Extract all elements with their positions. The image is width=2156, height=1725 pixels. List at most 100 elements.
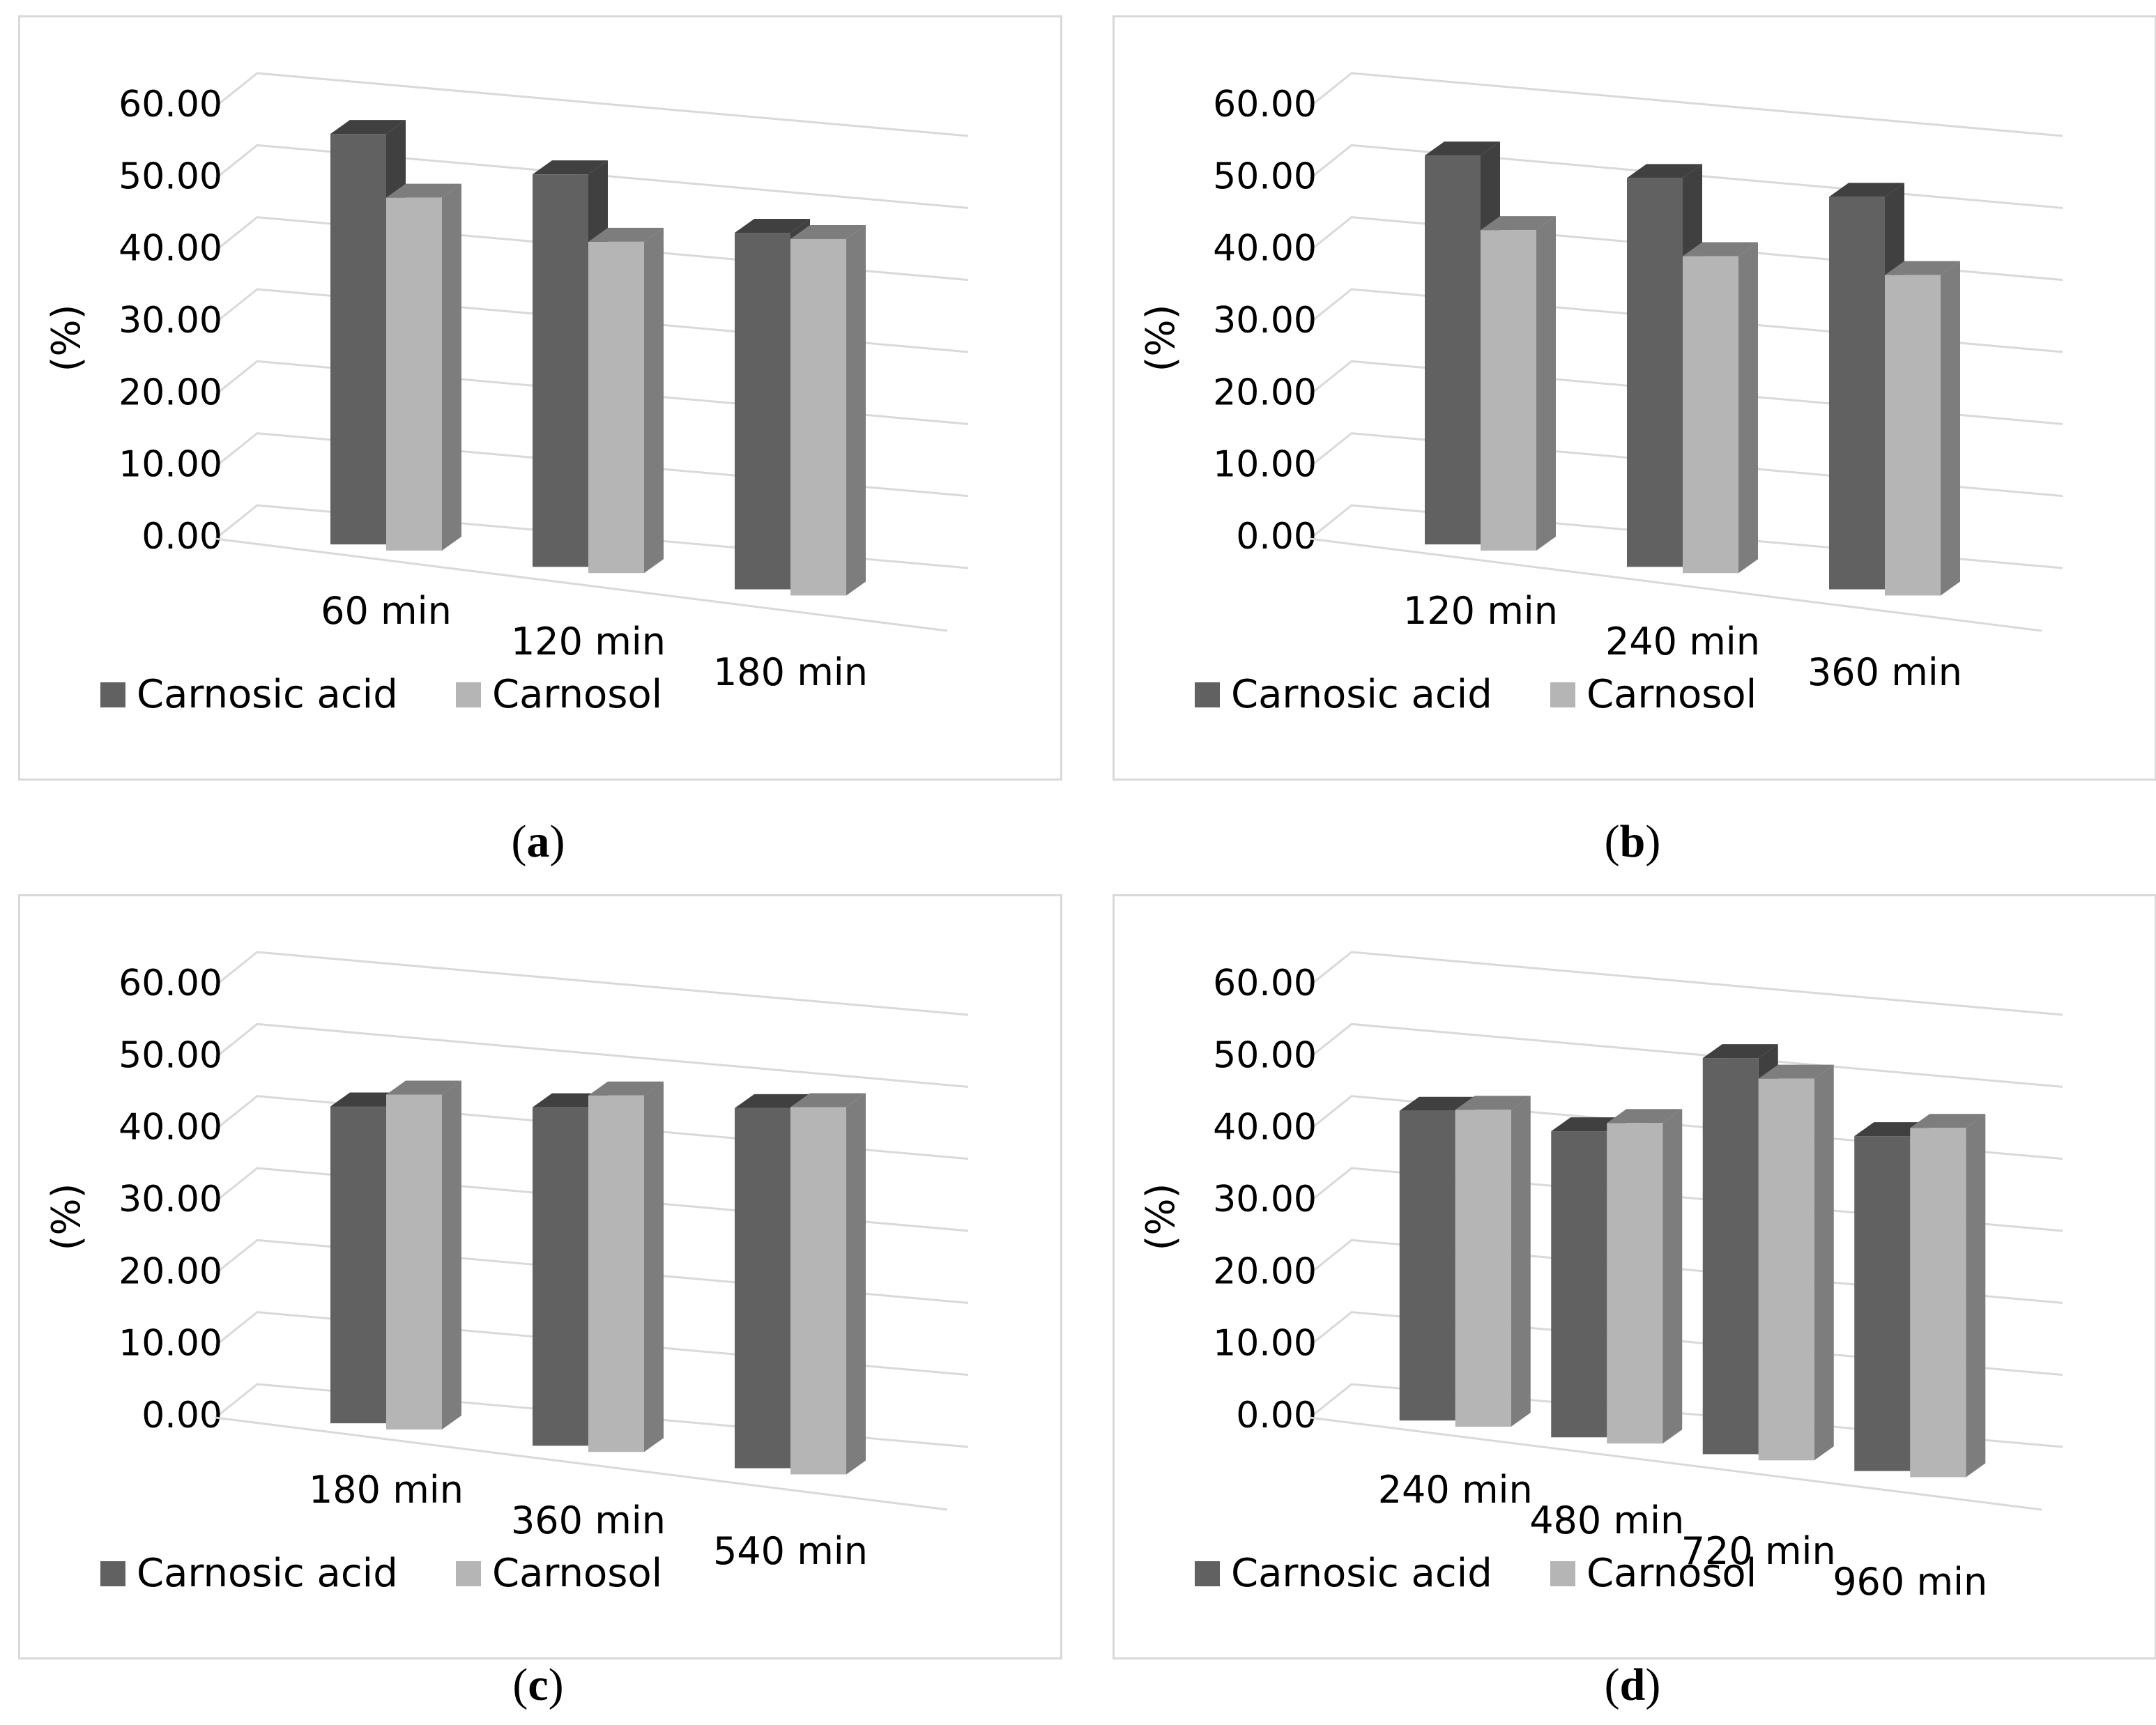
legend-label: Carnosol <box>1587 1551 1757 1596</box>
chart-a: 0.00 10.00 20.00 30.00 40.00 50.00 60.00 (%) 60 … <box>44 72 969 717</box>
gridline <box>215 951 969 1016</box>
bar-side-carnosol <box>1941 261 1960 596</box>
gridline <box>215 1095 969 1160</box>
y-tick-label: 10.00 <box>1213 1323 1317 1365</box>
bar-side-carnosol <box>1966 1114 1986 1478</box>
floor-line <box>215 537 948 632</box>
bar-carnosol <box>386 1094 442 1429</box>
caption-a: (a) <box>511 816 565 867</box>
bar-side-carnosol <box>644 227 664 574</box>
gridline <box>215 432 969 498</box>
bar-carnosic-acid <box>735 233 790 590</box>
x-category-label: 540 min <box>713 1529 868 1573</box>
y-tick-label: 20.00 <box>1213 1250 1317 1292</box>
y-tick-label: 40.00 <box>118 228 222 270</box>
y-tick-label: 60.00 <box>118 963 222 1004</box>
gridline <box>215 216 969 282</box>
bar-side-carnosol <box>442 183 461 551</box>
floor-line <box>1309 537 2042 632</box>
bar-top-carnosol <box>1481 216 1556 231</box>
y-tick-label: 60.00 <box>1213 963 1317 1004</box>
bar-top-carnosol <box>1683 242 1758 256</box>
legend-label: Carnosic acid <box>1231 672 1492 717</box>
bar-top-carnosol <box>1607 1109 1683 1124</box>
legend-swatch-carnosol <box>1550 1561 1575 1586</box>
gridline <box>215 1311 969 1377</box>
chart-panel-a: 0.00 10.00 20.00 30.00 40.00 50.00 60.00 (%) 60 … <box>18 15 1062 781</box>
y-axis-label: (%) <box>44 1183 89 1251</box>
bar-top-carnosol <box>588 1081 664 1096</box>
bar-carnosol <box>1455 1110 1511 1427</box>
y-tick-label: 0.00 <box>1236 1395 1317 1436</box>
legend-label: Carnosol <box>1587 672 1757 717</box>
y-axis-label: (%) <box>1138 1183 1184 1251</box>
bar-carnosic-acid <box>1551 1131 1607 1438</box>
bar-carnosic-acid <box>533 1107 588 1446</box>
legend-label: Carnosic acid <box>137 1551 398 1596</box>
legend-swatch-carnosol <box>456 1561 481 1586</box>
x-category-label: 240 min <box>1605 620 1760 664</box>
gridline <box>1309 288 2063 353</box>
bar-carnosic-acid <box>1829 197 1885 590</box>
bar-top-carnosic-acid <box>1627 164 1702 178</box>
bar-side-carnosol <box>644 1081 664 1452</box>
bar-carnosic-acid <box>1702 1058 1759 1455</box>
bar-side-carnosol <box>846 224 866 596</box>
legend-label: Carnosol <box>492 1551 662 1596</box>
x-category-label: 180 min <box>309 1468 464 1512</box>
bar-top-carnosic-acid <box>1425 141 1500 156</box>
y-axis-label: (%) <box>1138 305 1184 372</box>
x-category-label: 720 min <box>1681 1529 1836 1573</box>
gridline <box>215 72 969 137</box>
y-tick-label: 50.00 <box>118 155 222 197</box>
legend-label: Carnosol <box>492 672 662 717</box>
y-tick-label: 0.00 <box>1236 516 1317 558</box>
chart-d: 0.00 10.00 20.00 30.00 40.00 50.00 60.00 (%) 240… <box>1138 951 2063 1604</box>
caption-d: (d) <box>1604 1659 1661 1710</box>
bar-top-carnosol <box>1455 1096 1531 1110</box>
gridline <box>1309 72 2063 137</box>
gridline <box>1309 1022 2063 1088</box>
chart-panel-d: 0.00 10.00 20.00 30.00 40.00 50.00 60.00 (%) 240… <box>1113 894 2156 1659</box>
y-tick-label: 10.00 <box>118 444 222 486</box>
bar-side-carnosol <box>846 1093 866 1475</box>
y-tick-label: 40.00 <box>1213 1107 1317 1149</box>
gridline <box>1309 432 2063 498</box>
gridline <box>215 1022 969 1088</box>
y-tick-label: 50.00 <box>118 1034 222 1076</box>
y-tick-label: 0.00 <box>142 1395 222 1436</box>
gridline <box>215 1167 969 1232</box>
y-tick-label: 20.00 <box>118 1250 222 1292</box>
legend-label: Carnosic acid <box>137 672 398 717</box>
gridline <box>215 144 969 209</box>
x-category-label: 240 min <box>1378 1468 1533 1512</box>
gridline <box>1309 216 2063 282</box>
y-tick-label: 60.00 <box>1213 84 1317 125</box>
bar-top-carnosol <box>386 183 461 198</box>
bar-carnosic-acid <box>533 174 588 567</box>
y-axis-label: (%) <box>44 305 89 372</box>
bar-side-carnosol <box>1536 216 1556 551</box>
bar-top-carnosol <box>1758 1064 1834 1079</box>
bar-carnosol <box>1481 230 1536 551</box>
x-category-label: 120 min <box>1403 589 1558 633</box>
x-category-label: 180 min <box>713 650 868 694</box>
legend-swatch-carnosic-acid <box>1195 682 1220 707</box>
bar-side-carnosol <box>1662 1109 1683 1444</box>
chart-panel-c: 0.00 10.00 20.00 30.00 40.00 50.00 60.00 (%) 180… <box>18 894 1062 1659</box>
bar-carnosic-acid <box>330 1106 386 1424</box>
bar-top-carnosic-acid <box>735 1094 810 1108</box>
bar-top-carnosol <box>588 227 664 242</box>
bar-carnosol <box>1910 1128 1966 1478</box>
bar-carnosol <box>1758 1078 1814 1461</box>
gridline <box>215 1239 969 1304</box>
bar-carnosol <box>1683 256 1738 574</box>
legend-swatch-carnosic-acid <box>1195 1561 1220 1586</box>
y-tick-label: 20.00 <box>1213 371 1317 413</box>
gridline <box>1309 144 2063 209</box>
bar-side-carnosol <box>1814 1064 1834 1461</box>
y-tick-label: 10.00 <box>1213 444 1317 486</box>
bar-top-carnosic-acid <box>1702 1044 1778 1059</box>
bar-carnosol <box>588 1095 644 1452</box>
bar-carnosic-acid <box>1854 1136 1911 1471</box>
